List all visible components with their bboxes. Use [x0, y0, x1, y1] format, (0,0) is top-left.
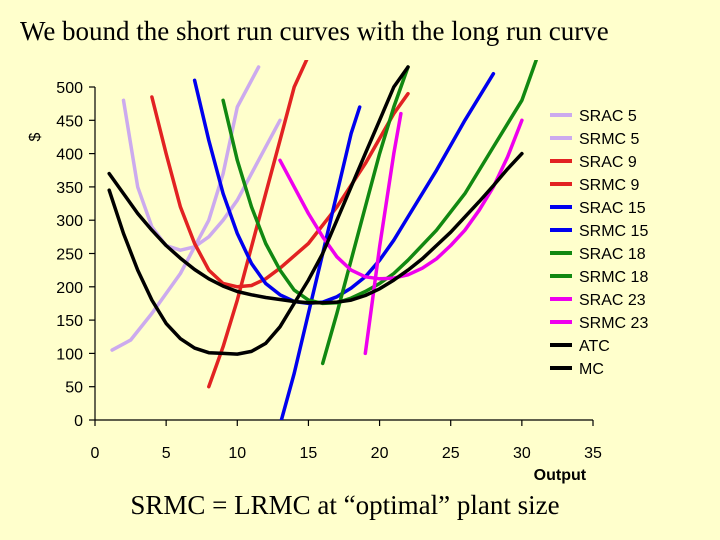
y-tick-label: 450 [56, 113, 83, 130]
axes: 0 50 100 150 200 250 300 350 400 450 500 0 5 10 15 20 25… [56, 80, 602, 462]
y-tick-label: 200 [56, 280, 83, 297]
y-tick-label: 400 [56, 147, 83, 164]
x-tick-label: 0 [91, 445, 100, 462]
legend: SRAC 5 SRMC 5 SRAC 9 SRMC 9 SRAC 15 SRMC 15 SR… [550, 108, 648, 378]
series-line-srmc-15 [279, 105, 362, 420]
y-tick-label: 100 [56, 346, 83, 363]
series-line-srmc-18 [320, 65, 410, 366]
legend-label: SRMC 18 [579, 269, 648, 286]
legend-label: SRAC 18 [579, 246, 646, 263]
plot-area [107, 60, 538, 420]
series-line-srac-23 [278, 118, 524, 281]
x-tick-label: 25 [442, 445, 460, 462]
legend-label: SRMC 5 [579, 131, 640, 148]
legend-label: MC [579, 361, 604, 378]
x-tick-label: 10 [228, 445, 246, 462]
series-line-mc [107, 65, 410, 356]
series-line-srac-18 [221, 60, 538, 306]
legend-label: SRAC 5 [579, 108, 637, 125]
y-tick-label: 150 [56, 313, 83, 330]
legend-label: ATC [579, 338, 610, 355]
series-line-srmc-9 [207, 60, 309, 389]
series-line-srac-15 [192, 71, 496, 306]
legend-label: SRMC 23 [579, 315, 648, 332]
x-tick-label: 20 [371, 445, 389, 462]
x-axis-label: Output [534, 467, 587, 484]
y-axis-label: $ [27, 132, 44, 141]
x-tick-label: 5 [162, 445, 171, 462]
y-tick-label: 500 [56, 80, 83, 97]
y-tick-label: 350 [56, 180, 83, 197]
legend-label: SRMC 15 [579, 223, 648, 240]
y-tick-label: 300 [56, 213, 83, 230]
legend-label: SRAC 15 [579, 200, 646, 217]
x-tick-label: 30 [513, 445, 531, 462]
y-tick-label: 0 [74, 413, 83, 430]
legend-label: SRAC 23 [579, 292, 646, 309]
chart-title: We bound the short run curves with the l… [20, 16, 609, 46]
footer-caption: SRMC = LRMC at “optimal” plant size [130, 490, 560, 520]
legend-label: SRMC 9 [579, 177, 640, 194]
legend-label: SRAC 9 [579, 154, 637, 171]
x-tick-label: 15 [300, 445, 318, 462]
series-line-atc [107, 151, 524, 305]
series-line-srmc-23 [363, 111, 403, 356]
x-tick-label: 35 [584, 445, 602, 462]
y-tick-label: 50 [65, 380, 83, 397]
y-tick-label: 250 [56, 247, 83, 264]
